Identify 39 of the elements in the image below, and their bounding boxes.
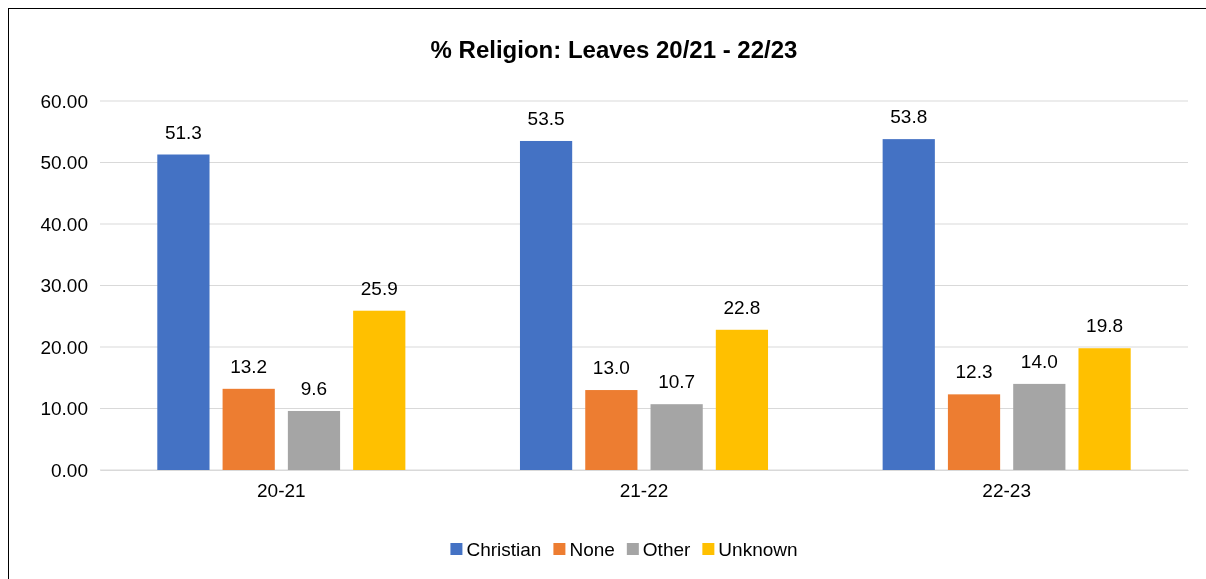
- data-label: 22.8: [723, 296, 761, 318]
- y-tick-label: 0.00: [51, 459, 88, 481]
- bar: [222, 388, 275, 470]
- y-tick-label: 50.00: [40, 152, 88, 174]
- y-tick-label: 10.00: [40, 398, 88, 420]
- x-tick-label: 20-21: [257, 480, 306, 502]
- legend-label: Christian: [466, 539, 542, 560]
- data-label: 10.7: [658, 371, 696, 393]
- data-label: 53.8: [890, 106, 928, 128]
- bar: [947, 394, 1001, 470]
- chart-title: % Religion: Leaves 20/21 - 22/23: [430, 36, 798, 63]
- x-tick-label: 21-22: [619, 480, 669, 502]
- y-tick-label: 60.00: [40, 90, 88, 112]
- data-label: 25.9: [360, 277, 398, 299]
- data-label: 14.0: [1020, 350, 1058, 372]
- bar: [1013, 383, 1066, 470]
- legend-label: Other: [642, 539, 692, 560]
- y-tick-label: 40.00: [40, 213, 88, 235]
- bar: [287, 410, 341, 470]
- data-label: 13.0: [592, 357, 630, 379]
- y-tick-label: 20.00: [40, 336, 88, 358]
- data-label: 53.5: [527, 107, 565, 129]
- bar: [353, 310, 406, 470]
- bar: [715, 329, 769, 470]
- legend-label: Unknown: [718, 539, 798, 560]
- bar: [650, 404, 703, 470]
- bar: [157, 154, 210, 470]
- y-tick-label: 30.00: [40, 275, 88, 297]
- bar: [1078, 348, 1131, 470]
- data-label: 13.2: [230, 355, 268, 377]
- bar: [519, 140, 573, 470]
- data-label: 19.8: [1086, 315, 1124, 337]
- data-label: 12.3: [955, 361, 993, 383]
- bar: [882, 139, 935, 470]
- data-label: 51.3: [164, 121, 202, 143]
- bar: [585, 390, 638, 470]
- legend-label: None: [569, 539, 615, 560]
- x-tick-label: 22-23: [982, 480, 1031, 502]
- data-label: 9.6: [300, 377, 328, 399]
